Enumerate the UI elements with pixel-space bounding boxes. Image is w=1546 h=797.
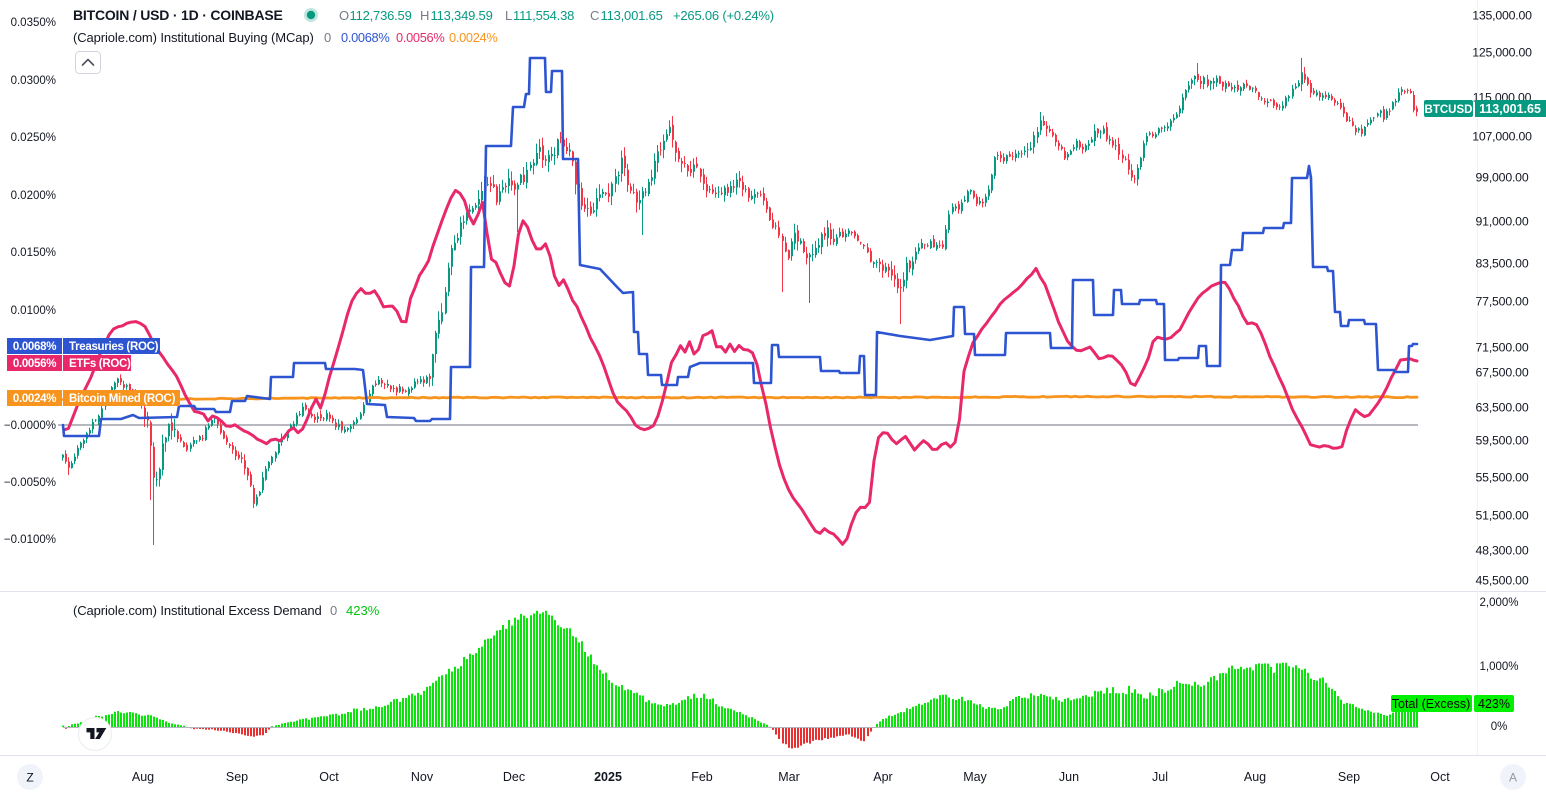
svg-text:(Capriole.com) Institutional E: (Capriole.com) Institutional Excess Dema… (73, 603, 322, 618)
svg-text:Apr: Apr (873, 770, 892, 784)
svg-text:Oct: Oct (319, 770, 339, 784)
svg-text:−0.0100%: −0.0100% (4, 534, 56, 546)
svg-text:Jun: Jun (1059, 770, 1079, 784)
svg-text:107,000.00: 107,000.00 (1472, 130, 1532, 144)
svg-text:H: H (420, 8, 429, 23)
svg-text:+265.06 (+0.24%): +265.06 (+0.24%) (673, 8, 774, 23)
svg-text:0.0300%: 0.0300% (11, 75, 56, 87)
svg-text:BTCUSD: BTCUSD (1425, 104, 1473, 116)
svg-text:−0.0050%: −0.0050% (4, 477, 56, 489)
svg-text:113,349.59: 113,349.59 (431, 8, 493, 23)
svg-text:Aug: Aug (132, 770, 154, 784)
svg-text:99,000.00: 99,000.00 (1476, 171, 1529, 185)
svg-text:Z: Z (26, 771, 33, 785)
svg-text:O: O (339, 8, 349, 23)
svg-text:45,500.00: 45,500.00 (1476, 574, 1529, 588)
svg-text:May: May (963, 770, 987, 784)
svg-text:55,500.00: 55,500.00 (1476, 471, 1529, 485)
svg-text:67,500.00: 67,500.00 (1476, 366, 1529, 380)
svg-text:−0.0000%: −0.0000% (4, 420, 56, 432)
svg-text:Aug: Aug (1244, 770, 1266, 784)
svg-text:125,000.00: 125,000.00 (1472, 46, 1532, 60)
svg-text:113,001.65: 113,001.65 (1479, 102, 1541, 116)
svg-text:63,500.00: 63,500.00 (1476, 401, 1529, 415)
svg-text:Mar: Mar (778, 770, 800, 784)
svg-text:135,000.00: 135,000.00 (1472, 9, 1532, 23)
svg-text:Sep: Sep (226, 770, 248, 784)
svg-text:Dec: Dec (503, 770, 525, 784)
svg-text:0: 0 (330, 603, 337, 618)
svg-text:0.0350%: 0.0350% (11, 17, 56, 29)
svg-text:423%: 423% (346, 603, 380, 618)
svg-text:Bitcoin Mined (ROC): Bitcoin Mined (ROC) (69, 393, 176, 405)
svg-text:2025: 2025 (594, 770, 622, 784)
svg-text:(Capriole.com) Institutional B: (Capriole.com) Institutional Buying (MCa… (73, 30, 314, 45)
svg-text:0: 0 (324, 30, 331, 45)
svg-text:Treasuries (ROC): Treasuries (ROC) (69, 341, 159, 353)
svg-text:113,001.65: 113,001.65 (601, 8, 663, 23)
svg-text:2,000%: 2,000% (1479, 597, 1518, 609)
svg-text:83,500.00: 83,500.00 (1476, 257, 1529, 271)
svg-text:0.0250%: 0.0250% (11, 132, 56, 144)
svg-text:0.0024%: 0.0024% (449, 30, 497, 45)
svg-text:1,000%: 1,000% (1479, 661, 1518, 673)
svg-text:0.0024%: 0.0024% (13, 393, 56, 405)
svg-text:Total (Excess): Total (Excess) (1392, 697, 1471, 711)
svg-text:0.0068%: 0.0068% (341, 30, 389, 45)
svg-text:112,736.59: 112,736.59 (350, 8, 412, 23)
svg-text:A: A (1509, 771, 1517, 785)
svg-text:111,554.38: 111,554.38 (513, 8, 574, 23)
svg-text:0.0056%: 0.0056% (396, 30, 444, 45)
svg-text:Sep: Sep (1338, 770, 1360, 784)
svg-text:C: C (590, 8, 599, 23)
svg-text:59,500.00: 59,500.00 (1476, 434, 1529, 448)
svg-text:91,000.00: 91,000.00 (1476, 215, 1529, 229)
svg-text:Nov: Nov (411, 770, 434, 784)
svg-text:Jul: Jul (1152, 770, 1168, 784)
svg-text:0.0100%: 0.0100% (11, 305, 56, 317)
svg-text:0.0200%: 0.0200% (11, 190, 56, 202)
svg-text:L: L (505, 8, 512, 23)
svg-text:0.0150%: 0.0150% (11, 247, 56, 259)
svg-text:71,500.00: 71,500.00 (1476, 341, 1529, 355)
svg-text:ETFs (ROC): ETFs (ROC) (69, 358, 131, 370)
svg-text:Oct: Oct (1430, 770, 1450, 784)
svg-text:48,300.00: 48,300.00 (1476, 544, 1529, 558)
svg-text:0.0056%: 0.0056% (13, 358, 56, 370)
svg-text:BITCOIN / USD · 1D · COINBASE: BITCOIN / USD · 1D · COINBASE (73, 7, 283, 23)
svg-text:77,500.00: 77,500.00 (1476, 295, 1529, 309)
svg-text:0.0068%: 0.0068% (13, 341, 56, 353)
svg-text:51,500.00: 51,500.00 (1476, 509, 1529, 523)
svg-text:0%: 0% (1491, 721, 1508, 733)
svg-text:423%: 423% (1478, 697, 1510, 711)
svg-text:Feb: Feb (691, 770, 713, 784)
